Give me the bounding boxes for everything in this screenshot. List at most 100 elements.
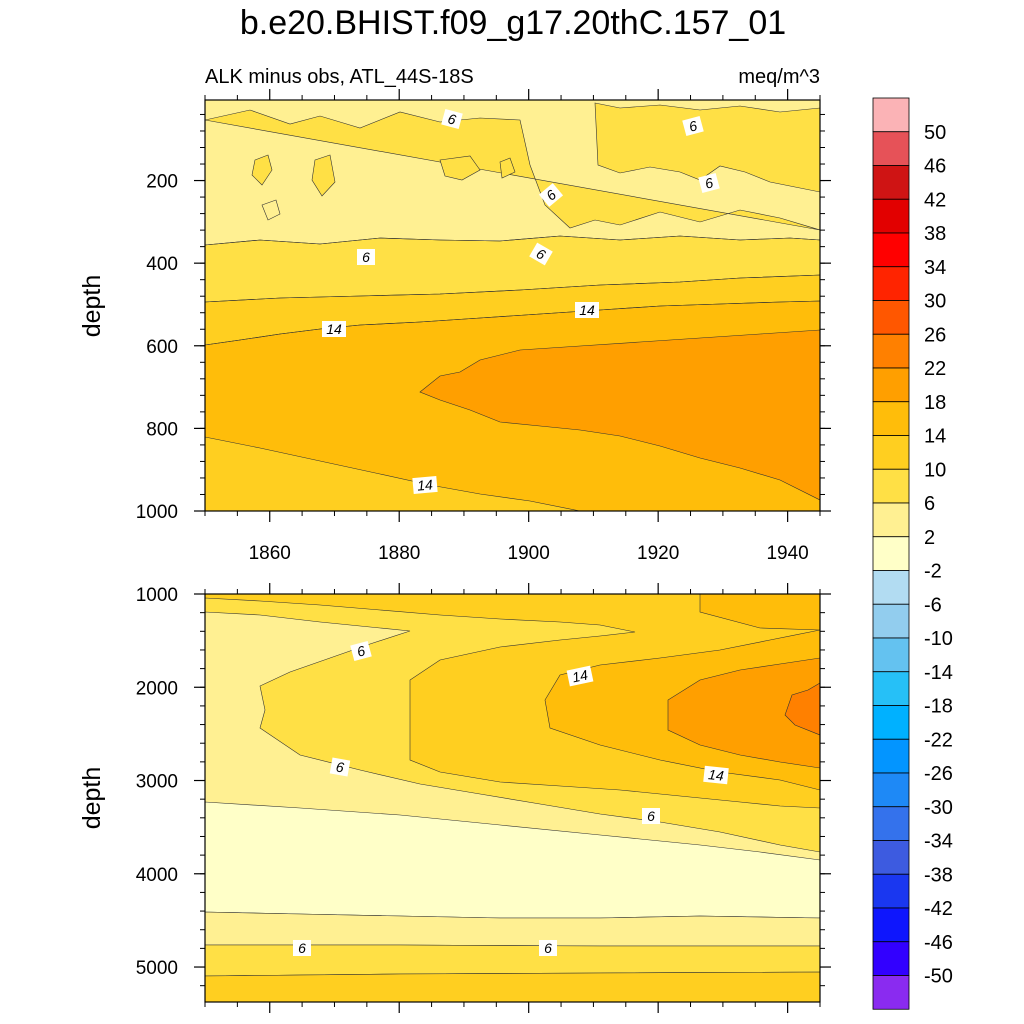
upper-contour-label-group: 6 6 6 6 6 6 14 14 14 bbox=[322, 108, 720, 495]
lower-panel bbox=[205, 594, 820, 1002]
colorbar-label-15: -10 bbox=[924, 628, 953, 650]
lower-ytick-label-1: 2000 bbox=[136, 678, 178, 699]
lower-contour-label-7: 6 bbox=[544, 940, 552, 956]
colorbar-swatch-17 bbox=[872, 671, 910, 706]
upper-band-18-22 bbox=[419, 329, 820, 501]
upper-patch-6-10-small-3 bbox=[439, 155, 481, 181]
upper-patch-6-10-small-4 bbox=[499, 157, 516, 179]
colorbar-label-10: 10 bbox=[924, 459, 946, 481]
colorbar-swatch-5 bbox=[872, 266, 910, 301]
upper-contour-label-bg-1 bbox=[441, 108, 463, 130]
lower-contour-label-1: 6 bbox=[355, 642, 367, 660]
upper-contour-label-1: 6 bbox=[446, 110, 458, 128]
colorbar-label-12: 2 bbox=[924, 527, 935, 549]
colorbar-swatch-16 bbox=[872, 637, 910, 673]
colorbar-label-21: -34 bbox=[924, 831, 953, 853]
colorbar-label-17: -18 bbox=[924, 696, 953, 718]
colorbar-swatch-12 bbox=[872, 502, 910, 538]
upper-contour-label-9: 14 bbox=[417, 476, 434, 493]
colorbar-label-3: 38 bbox=[924, 223, 946, 245]
colorbar-label-16: -14 bbox=[924, 662, 953, 684]
upper-ytick-label-2: 600 bbox=[146, 337, 178, 358]
upper-contour-label-2: 6 bbox=[687, 117, 699, 135]
colorbar-label-24: -46 bbox=[924, 932, 953, 954]
upper-contour-label-bg-7 bbox=[575, 302, 599, 318]
upper-contour-label-bg-4 bbox=[538, 183, 564, 207]
colorbar-label-1: 46 bbox=[924, 156, 946, 178]
colorbar-swatch-7 bbox=[872, 333, 910, 369]
upper-y-axis-label: depth bbox=[78, 275, 106, 338]
chart-subtitle-left: ALK minus obs, ATL_44S-18S bbox=[205, 66, 474, 88]
lower-band-14-18 bbox=[699, 594, 820, 631]
lower-contour-label-3: 6 bbox=[335, 758, 346, 775]
colorbar-swatch-8 bbox=[872, 367, 910, 403]
lower-contour-label-bg-2 bbox=[566, 665, 594, 687]
colorbar-swatch-18 bbox=[872, 705, 910, 740]
lower-ytick-label-2: 3000 bbox=[136, 772, 178, 793]
colorbar-label-11: 6 bbox=[924, 493, 935, 515]
upper-patch-6-10-small-1 bbox=[251, 154, 273, 186]
upper-ytick-label-4: 1000 bbox=[136, 502, 178, 523]
upper-contour-label-bg-8 bbox=[322, 321, 346, 337]
lower-contour-label-bg-6 bbox=[293, 940, 311, 956]
colorbar-swatch-25 bbox=[872, 941, 910, 976]
upper-contour-label-7: 14 bbox=[579, 302, 595, 318]
lower-axes: 1000 2000 3000 4000 5000 bbox=[136, 583, 831, 1013]
lower-ytick-label-0: 1000 bbox=[136, 585, 178, 606]
upper-patch-6-10-top-right bbox=[594, 102, 820, 193]
colorbar-label-25: -50 bbox=[924, 966, 953, 988]
colorbar-label-7: 22 bbox=[924, 358, 946, 380]
lower-contour-label-bg-3 bbox=[329, 757, 351, 777]
upper-contour-label-bg-3 bbox=[698, 172, 720, 194]
colorbar-label-20: -30 bbox=[924, 797, 953, 819]
colorbar-swatch-24 bbox=[872, 907, 910, 943]
upper-panel bbox=[205, 100, 820, 511]
lower-ytick-label-4: 5000 bbox=[136, 958, 178, 979]
upper-contour-label-bg-2 bbox=[682, 115, 704, 137]
lower-contour-label-group: 6 14 6 14 6 6 6 bbox=[293, 640, 729, 956]
upper-xtick-label-0: 1860 bbox=[249, 543, 291, 564]
upper-xtick-label-4: 1940 bbox=[766, 543, 808, 564]
colorbar: 50 46 42 38 34 30 26 22 18 14 10 6 2 -2 -6 -10 -14 -18 -22… bbox=[872, 97, 953, 1010]
colorbar-swatch-4 bbox=[872, 232, 910, 268]
upper-ytick-label-1: 400 bbox=[146, 254, 178, 275]
chart-title: b.e20.BHIST.f09_g17.20thC.157_01 bbox=[240, 4, 786, 42]
colorbar-label-18: -22 bbox=[924, 729, 953, 751]
colorbar-swatch-13 bbox=[872, 536, 910, 571]
colorbar-swatch-1 bbox=[872, 131, 910, 166]
colorbar-swatch-6 bbox=[872, 300, 910, 335]
colorbar-swatch-9 bbox=[872, 401, 910, 436]
colorbar-swatch-21 bbox=[872, 806, 910, 841]
lower-contour-label-4: 14 bbox=[707, 766, 724, 784]
upper-patch-light-small bbox=[261, 199, 281, 221]
upper-ytick-label-0: 200 bbox=[146, 172, 178, 193]
chart-units: meq/m^3 bbox=[738, 66, 820, 88]
lower-contour-label-6: 6 bbox=[298, 940, 306, 956]
lower-band-18-22-core bbox=[667, 657, 820, 769]
colorbar-swatch-26 bbox=[872, 975, 910, 1010]
lower-band-22-26-core bbox=[784, 682, 820, 736]
colorbar-swatch-3 bbox=[872, 198, 910, 234]
colorbar-swatch-14 bbox=[872, 570, 910, 605]
lower-contour-label-bg-7 bbox=[539, 940, 557, 956]
colorbar-swatch-23 bbox=[872, 873, 910, 909]
colorbar-swatch-0 bbox=[872, 97, 910, 133]
colorbar-label-8: 18 bbox=[924, 392, 946, 414]
upper-band-14-18-lower bbox=[205, 436, 581, 511]
upper-contour-label-bg-9 bbox=[412, 475, 438, 495]
colorbar-swatch-11 bbox=[872, 468, 910, 504]
upper-contour-lines bbox=[205, 235, 820, 346]
upper-contour-label-8: 14 bbox=[326, 321, 342, 337]
colorbar-swatch-2 bbox=[872, 165, 910, 200]
upper-patch-6-10-small-2 bbox=[311, 154, 336, 197]
colorbar-swatch-10 bbox=[872, 435, 910, 470]
colorbar-swatch-15 bbox=[872, 603, 910, 639]
upper-axes: 200 400 600 800 1000 1860 1880 1900 1920 1940 bbox=[136, 89, 831, 564]
colorbar-swatch-22 bbox=[872, 840, 910, 875]
upper-xtick-label-3: 1920 bbox=[637, 543, 679, 564]
colorbar-label-5: 30 bbox=[924, 291, 946, 313]
colorbar-swatch-20 bbox=[872, 772, 910, 808]
upper-contour-label-bg-5 bbox=[529, 242, 553, 266]
colorbar-label-0: 50 bbox=[924, 122, 946, 144]
